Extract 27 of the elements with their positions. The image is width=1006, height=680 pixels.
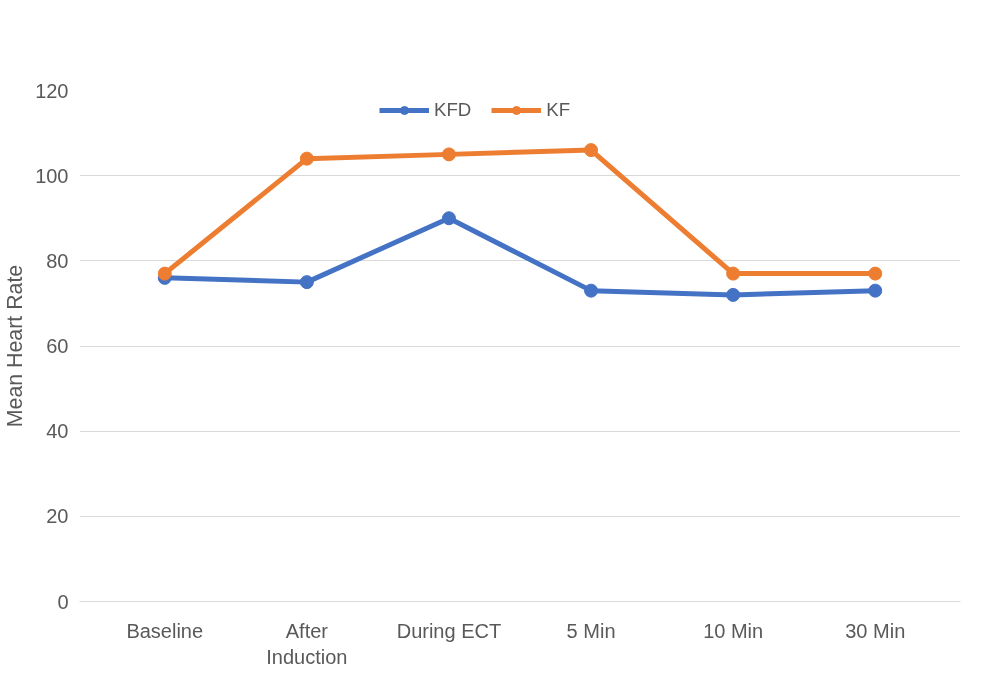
point xyxy=(868,266,883,281)
x-tick-label: 5 Min xyxy=(566,619,616,642)
y-tick-label: 100 xyxy=(35,164,69,187)
point xyxy=(584,143,599,158)
legend-label: KFD xyxy=(434,99,472,121)
point xyxy=(441,211,456,226)
y-tick-label: 80 xyxy=(46,249,69,272)
point xyxy=(157,266,172,281)
y-axis-title: Mean Heart Rate xyxy=(3,264,28,428)
x-tick-label: During ECT xyxy=(396,619,502,642)
y-tick-label: 0 xyxy=(57,590,69,613)
legend-label: KF xyxy=(546,99,571,121)
y-tick-label: 20 xyxy=(46,505,69,528)
y-tick-label: 40 xyxy=(46,420,69,443)
point xyxy=(299,151,314,166)
point xyxy=(299,275,314,290)
point xyxy=(441,147,456,162)
y-tick-label: 60 xyxy=(46,335,69,357)
point xyxy=(584,283,599,298)
x-tick-label: Baseline xyxy=(126,619,204,642)
point xyxy=(726,266,741,281)
y-tick-label: 120 xyxy=(35,79,69,102)
x-tick-label: After Induction xyxy=(266,619,348,668)
point xyxy=(726,287,741,302)
point xyxy=(868,283,883,298)
x-tick-label: 10 Min xyxy=(703,619,764,642)
x-tick-label: 30 Min xyxy=(845,619,906,642)
